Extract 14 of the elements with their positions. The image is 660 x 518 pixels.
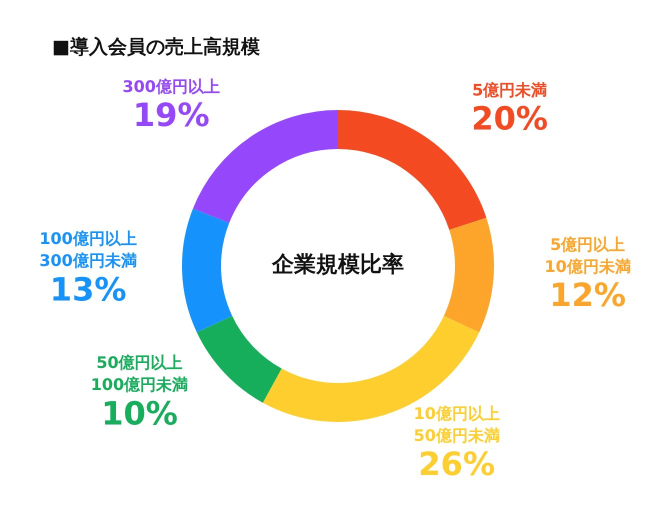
data-label: 19% bbox=[132, 96, 210, 134]
slice-label: 300億円以上 bbox=[122, 77, 220, 96]
slice-label: 5億円未満 bbox=[472, 80, 548, 100]
data-label: 12% bbox=[549, 276, 626, 314]
slice-label: 5億円以上 10億円未満 bbox=[544, 235, 631, 276]
data-label: 20% bbox=[471, 100, 548, 138]
slice-label: 50億円以上 100億円未満 bbox=[90, 353, 188, 394]
chart-title: ■導入会員の売上高規模 bbox=[52, 35, 260, 60]
data-label: 10% bbox=[101, 394, 178, 432]
text: 企業規模比率 bbox=[271, 252, 404, 278]
data-label: 13% bbox=[50, 270, 126, 308]
slice-label: 10億円以上 50億円未満 bbox=[414, 404, 500, 445]
data-label: 26% bbox=[418, 445, 496, 484]
slice-label: 100億円以上 300億円未満 bbox=[39, 229, 137, 270]
